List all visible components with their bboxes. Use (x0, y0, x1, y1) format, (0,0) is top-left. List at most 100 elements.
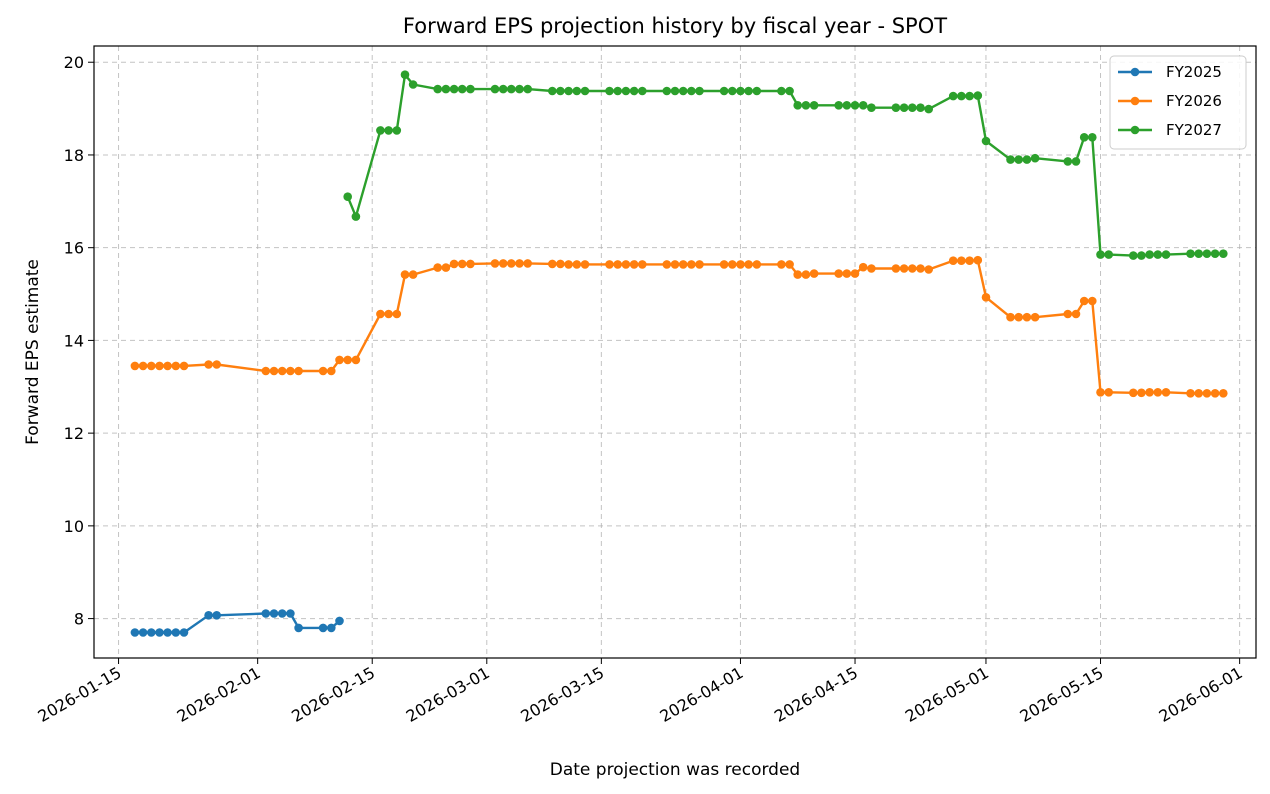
gridlines (94, 46, 1256, 658)
data-point (695, 260, 704, 269)
data-point (744, 86, 753, 96)
data-point (572, 260, 582, 269)
data-point (1219, 389, 1228, 398)
data-point (752, 260, 762, 269)
data-point (335, 616, 344, 626)
data-point (564, 86, 573, 96)
data-point (466, 84, 475, 94)
data-point (564, 260, 573, 269)
data-point (605, 86, 614, 96)
data-point (507, 84, 516, 94)
legend-label: FY2027 (1166, 121, 1222, 139)
data-point (163, 628, 172, 637)
data-point (261, 366, 271, 376)
data-point (277, 366, 287, 376)
data-point (580, 260, 590, 269)
data-point (400, 70, 410, 79)
data-point (736, 86, 745, 96)
data-point (973, 255, 983, 265)
data-point (965, 91, 974, 101)
data-point (376, 126, 385, 135)
data-point (457, 259, 467, 269)
x-tick-label: 2026-03-01 (403, 663, 493, 726)
plot-frame (93, 45, 1257, 659)
data-point (1194, 389, 1203, 398)
data-point (392, 126, 402, 135)
data-point (204, 360, 213, 369)
data-point (867, 103, 876, 112)
y-tick-label: 18 (64, 146, 84, 165)
y-axis-label: Forward EPS estimate (23, 259, 43, 445)
data-point (318, 623, 328, 633)
legend: FY2025 FY2026 FY2027 (1109, 55, 1247, 150)
data-point (793, 270, 802, 279)
data-point (400, 270, 410, 279)
data-point (1096, 388, 1105, 397)
data-point (1071, 157, 1081, 166)
data-point (744, 260, 753, 269)
data-point (466, 259, 475, 269)
data-point (449, 259, 459, 269)
chart-title: Forward EPS projection history by fiscal… (403, 14, 947, 38)
x-tick-label: 2026-02-01 (174, 663, 264, 726)
data-point (670, 86, 680, 96)
data-point (1194, 249, 1203, 258)
data-point (1014, 155, 1023, 164)
data-point (1129, 388, 1138, 398)
data-point (1079, 296, 1089, 306)
data-point (1161, 388, 1171, 397)
data-point (155, 361, 164, 371)
data-point (351, 212, 361, 221)
data-point (1104, 388, 1113, 397)
data-point (1063, 309, 1073, 319)
data-point (793, 101, 802, 110)
data-point (1153, 250, 1163, 259)
data-point (343, 192, 353, 201)
x-tick-label: 2026-05-15 (1016, 663, 1106, 726)
x-tick-label: 2026-04-01 (656, 663, 746, 726)
data-point (916, 264, 925, 273)
data-point (286, 366, 295, 376)
data-point (801, 101, 811, 110)
data-point (924, 104, 933, 114)
data-point (523, 84, 532, 94)
data-point (916, 103, 925, 112)
data-point (498, 259, 508, 268)
data-point (621, 86, 631, 96)
data-point (498, 84, 508, 94)
data-point (294, 623, 303, 633)
data-point (785, 260, 794, 269)
data-point (212, 360, 221, 369)
x-tick-label: 2026-04-15 (771, 663, 861, 726)
x-tick-label: 2026-01-15 (35, 663, 125, 726)
x-tick-label: 2026-05-01 (902, 663, 992, 726)
legend-swatch-marker (1130, 67, 1140, 77)
data-point (1137, 251, 1146, 260)
data-point (965, 256, 974, 266)
data-point (1202, 249, 1212, 258)
data-point (785, 86, 794, 96)
data-point (1014, 312, 1023, 322)
data-point (629, 260, 639, 269)
data-point (728, 86, 737, 96)
data-point (973, 91, 983, 100)
data-point (891, 103, 901, 112)
data-point (523, 259, 532, 268)
data-point (834, 101, 843, 110)
data-point (1088, 133, 1097, 142)
data-point (294, 366, 303, 376)
data-point (1219, 249, 1228, 258)
data-point (1129, 251, 1138, 260)
data-point (1006, 312, 1015, 322)
data-point (850, 101, 860, 110)
data-point (490, 84, 500, 94)
data-point (1030, 312, 1040, 322)
data-point (384, 309, 393, 319)
data-point (449, 84, 459, 94)
data-point (335, 355, 344, 365)
data-point (548, 86, 557, 96)
legend-swatch-marker (1130, 125, 1140, 135)
data-point (433, 263, 443, 272)
data-point (638, 86, 647, 96)
legend-box (1109, 55, 1247, 150)
